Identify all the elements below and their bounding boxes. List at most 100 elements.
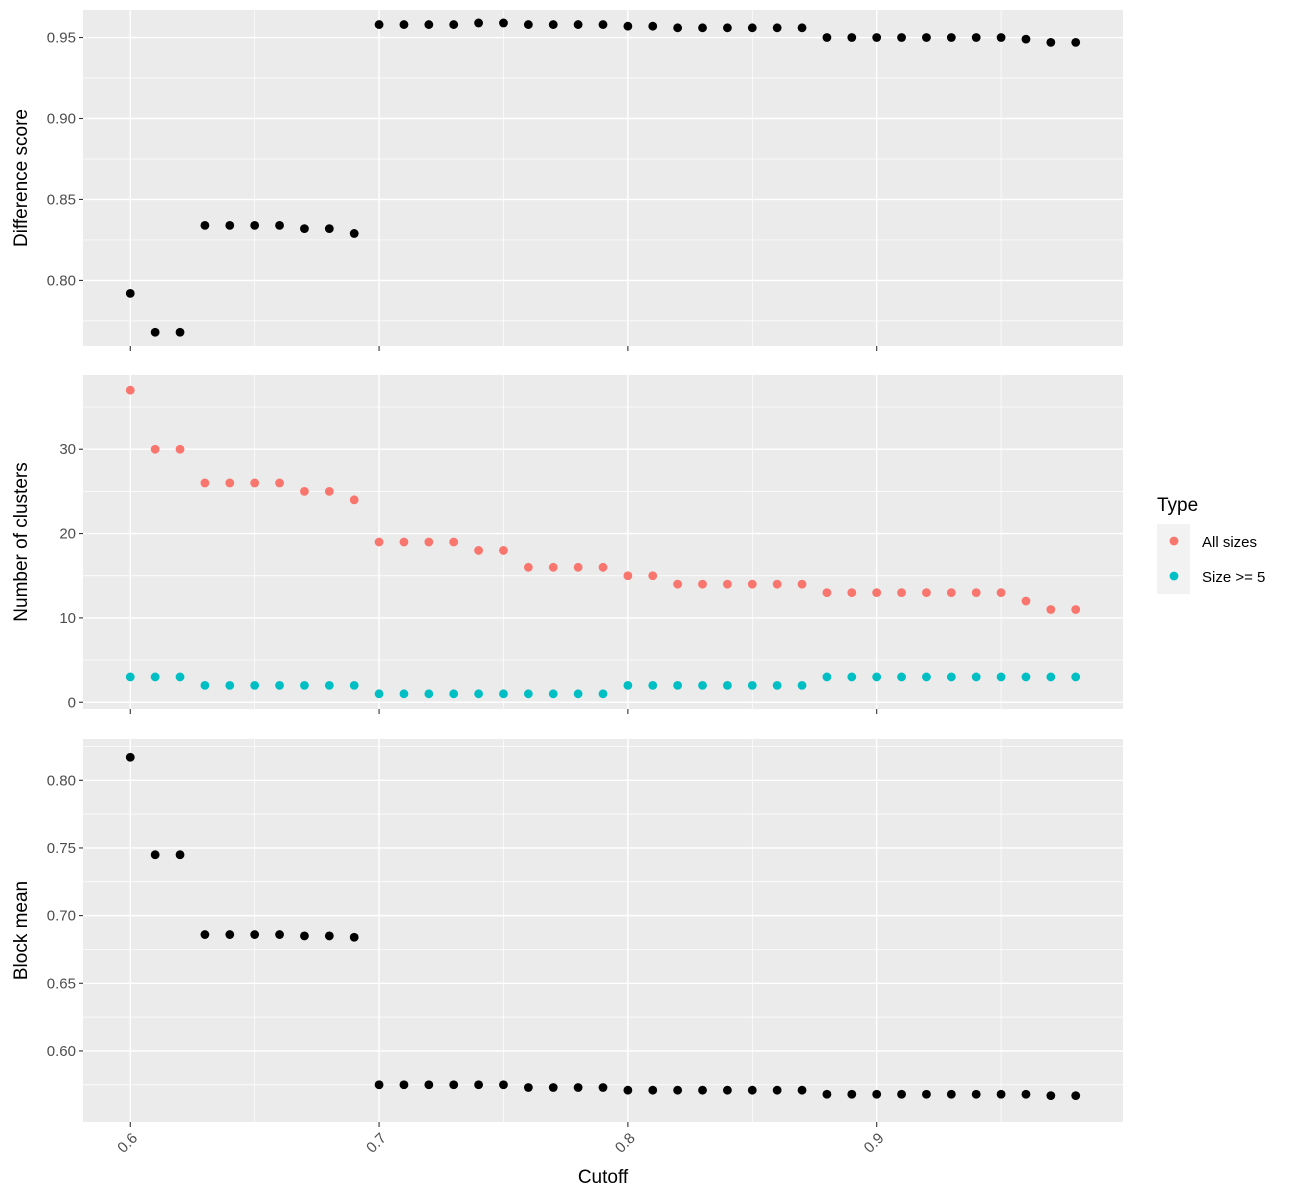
series-size-5 <box>125 672 1081 699</box>
data-point <box>175 672 185 682</box>
y-tick-label: 0.65 <box>47 975 76 992</box>
data-point <box>548 562 558 572</box>
data-point <box>822 672 832 682</box>
data-point <box>797 579 807 589</box>
data-point <box>275 680 284 690</box>
data-point <box>971 672 981 682</box>
data-point <box>1046 1091 1056 1101</box>
data-point <box>698 680 707 690</box>
data-point <box>275 220 284 230</box>
data-point <box>946 672 956 682</box>
data-point <box>822 33 832 42</box>
data-point <box>573 562 583 572</box>
data-point <box>573 1083 583 1092</box>
x-tick-label: 0.9 <box>861 1130 888 1157</box>
y-tick-label: 0 <box>68 694 76 711</box>
data-point <box>598 689 608 699</box>
data-point <box>946 1089 956 1099</box>
data-point <box>598 20 608 29</box>
panel-1: 0.80 0.85 0.90 0.95 Difference score <box>11 10 1123 351</box>
legend-label: Size >= 5 <box>1202 569 1265 586</box>
data-point <box>897 672 906 682</box>
data-point <box>424 537 434 547</box>
data-point <box>499 1080 508 1090</box>
y-tick-label: 0.95 <box>47 30 76 47</box>
data-point <box>897 588 906 598</box>
data-point <box>324 486 334 496</box>
data-point <box>125 672 135 682</box>
data-point <box>474 689 483 699</box>
data-point <box>250 478 260 488</box>
data-point <box>723 680 732 690</box>
data-point <box>673 23 683 33</box>
data-point <box>847 1089 857 1099</box>
data-point <box>747 1085 757 1095</box>
data-point <box>897 33 906 42</box>
data-point <box>772 680 782 690</box>
data-point <box>971 1089 981 1099</box>
data-point <box>573 20 583 29</box>
x-axis-title: Cutoff <box>578 1167 629 1188</box>
data-point <box>872 588 882 598</box>
data-point <box>797 680 807 690</box>
data-point <box>1071 605 1081 614</box>
series-all-sizes <box>125 385 1081 614</box>
data-point <box>300 224 309 234</box>
data-point <box>1021 596 1031 606</box>
y-tick-label: 0.90 <box>47 110 76 127</box>
data-point <box>797 23 807 33</box>
data-point <box>623 571 633 581</box>
data-point <box>125 288 135 298</box>
data-point <box>822 1089 832 1099</box>
data-point <box>424 689 434 699</box>
data-point <box>523 689 533 699</box>
data-point <box>200 478 210 488</box>
data-point <box>996 588 1006 598</box>
data-point <box>847 588 857 598</box>
data-point <box>872 672 882 682</box>
data-point <box>523 562 533 572</box>
data-point <box>449 537 459 547</box>
data-point <box>648 680 658 690</box>
data-point <box>573 689 583 699</box>
data-point <box>150 672 160 682</box>
data-point <box>374 1080 384 1090</box>
data-point <box>623 1085 633 1095</box>
data-point <box>499 18 508 28</box>
x-tick-label: 0.8 <box>612 1130 639 1157</box>
data-point <box>449 1080 459 1090</box>
data-point <box>648 1085 658 1095</box>
data-point <box>723 23 732 33</box>
data-point <box>1021 672 1031 682</box>
data-point <box>648 571 658 581</box>
legend-title: Type <box>1157 495 1198 516</box>
data-point <box>922 672 931 682</box>
data-point <box>1071 1091 1081 1101</box>
data-point <box>548 1083 558 1092</box>
data-point <box>971 588 981 598</box>
data-point <box>648 21 658 31</box>
data-point <box>1046 672 1056 682</box>
data-point <box>424 20 434 29</box>
data-point <box>922 588 931 598</box>
data-point <box>275 478 284 488</box>
legend-symbol <box>1169 571 1179 581</box>
data-point <box>822 588 832 598</box>
data-point <box>250 220 260 230</box>
data-point <box>424 1080 434 1090</box>
data-point <box>1021 1089 1031 1099</box>
data-point <box>847 672 857 682</box>
data-point <box>971 33 981 42</box>
data-point <box>698 579 707 589</box>
data-point <box>872 1089 882 1099</box>
data-point <box>797 1085 807 1095</box>
data-point <box>772 23 782 33</box>
panel-3: 0.60 0.65 0.70 0.75 0.80 Block mean <box>11 739 1123 1127</box>
data-point <box>698 1085 707 1095</box>
data-point <box>673 579 683 589</box>
data-point <box>474 18 483 28</box>
x-tick-label: 0.6 <box>114 1130 141 1157</box>
y-tick-label: 10 <box>59 610 76 627</box>
data-point <box>1021 34 1031 44</box>
data-point <box>374 689 384 699</box>
